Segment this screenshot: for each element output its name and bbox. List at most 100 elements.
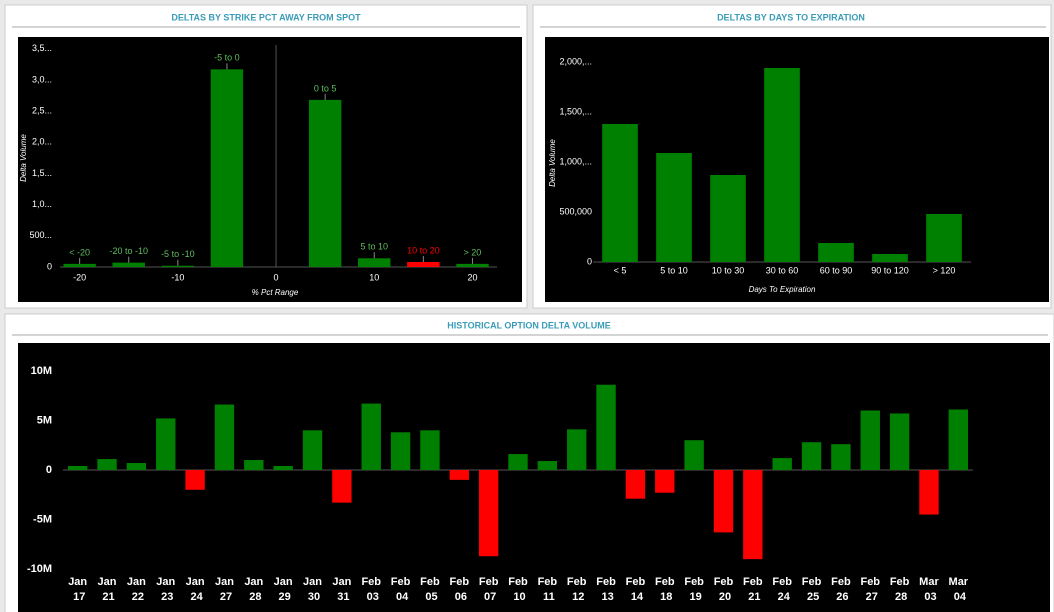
y-tick-label: -10M <box>27 563 52 575</box>
bar <box>156 418 176 470</box>
y-tick-label: 0 <box>46 464 52 476</box>
y-tick-label: 2,0... <box>32 137 52 147</box>
bar <box>655 469 675 493</box>
x-tick-label: Feb 04 <box>391 576 411 603</box>
bar <box>449 469 469 480</box>
bar-label: 5 to 10 <box>360 242 388 252</box>
bar <box>656 153 692 262</box>
bar-label: < -20 <box>69 247 90 257</box>
x-axis-title: Days To Expiration <box>749 285 816 294</box>
bar <box>772 458 792 470</box>
bar <box>801 442 822 470</box>
y-tick-label: 1,0... <box>32 199 52 209</box>
bar <box>390 432 411 470</box>
y-tick-label: 0 <box>47 261 52 271</box>
x-tick-label: Jan 22 <box>127 576 146 603</box>
x-tick-label: Feb 18 <box>655 576 675 603</box>
y-tick-label: 1,5... <box>32 168 52 178</box>
x-tick-label: Jan 17 <box>68 576 87 603</box>
bar <box>764 68 800 262</box>
y-tick-label: -5M <box>33 513 52 525</box>
bar-label: -5 to -10 <box>161 249 195 259</box>
x-tick-label: Jan 28 <box>244 576 263 603</box>
x-tick-label: -20 <box>73 272 86 282</box>
bar <box>478 469 499 557</box>
bar <box>596 384 616 470</box>
bar-label: -5 to 0 <box>214 53 240 63</box>
y-tick-label: 2,5... <box>32 105 52 115</box>
x-tick-label: Jan 24 <box>186 576 205 603</box>
bar <box>67 465 88 470</box>
bar <box>889 413 910 470</box>
y-tick-label: 10M <box>31 365 52 377</box>
x-tick-label: Mar 03 <box>919 576 939 603</box>
x-tick-label: Feb 13 <box>596 576 616 603</box>
bar <box>63 263 96 267</box>
bar <box>713 469 734 533</box>
bar <box>860 410 880 470</box>
bar <box>112 262 145 267</box>
bar <box>919 469 939 515</box>
bar <box>537 461 558 470</box>
bar <box>743 469 763 560</box>
y-tick-label: 3,5... <box>32 43 52 53</box>
x-tick-label: Feb 06 <box>450 576 470 603</box>
x-axis-title: % Pct Range <box>252 288 299 297</box>
bar-label: > 20 <box>464 247 482 257</box>
x-tick-label: 60 to 90 <box>820 265 853 275</box>
y-tick-label: 500,000 <box>559 206 592 216</box>
y-tick-label: 5M <box>37 414 52 426</box>
x-tick-label: -10 <box>171 272 184 282</box>
x-tick-label: Jan 30 <box>303 576 322 603</box>
x-tick-label: Feb 28 <box>890 576 910 603</box>
y-tick-label: 0 <box>587 256 592 266</box>
bar <box>332 469 352 503</box>
bar <box>567 429 587 470</box>
bar <box>508 454 528 470</box>
x-tick-label: Jan 21 <box>98 576 117 603</box>
bar-label: 0 to 5 <box>314 83 337 93</box>
bar-label: -20 to -10 <box>109 246 148 256</box>
chart-title: DELTAS BY DAYS TO EXPIRATION <box>717 12 865 22</box>
y-axis-title: Delta Volume <box>19 134 28 182</box>
bar <box>214 404 235 470</box>
y-tick-label: 3,0... <box>32 74 52 84</box>
x-tick-label: 5 to 10 <box>660 265 688 275</box>
x-tick-label: Feb 05 <box>420 576 440 603</box>
x-tick-label: 90 to 120 <box>871 265 909 275</box>
x-tick-label: Jan 27 <box>215 576 234 603</box>
x-tick-label: 0 <box>274 272 279 282</box>
y-tick-label: 500... <box>29 230 52 240</box>
bar <box>97 459 117 470</box>
x-tick-label: 20 <box>467 272 477 282</box>
bar <box>420 430 440 470</box>
x-tick-label: Feb 11 <box>538 576 558 603</box>
plot-background <box>18 37 522 302</box>
x-tick-label: > 120 <box>933 265 956 275</box>
chart-title: DELTAS BY STRIKE PCT AWAY FROM SPOT <box>171 12 361 22</box>
bar <box>818 243 854 262</box>
x-tick-label: Feb 25 <box>802 576 822 603</box>
x-tick-label: Feb 27 <box>860 576 880 603</box>
bar <box>126 463 147 470</box>
x-tick-label: < 5 <box>614 265 627 275</box>
x-tick-label: Feb 20 <box>714 576 734 603</box>
x-tick-label: Feb 21 <box>743 576 763 603</box>
x-tick-label: Jan 23 <box>156 576 175 603</box>
y-tick-label: 2,000,... <box>559 56 592 66</box>
x-tick-label: Jan 29 <box>274 576 293 603</box>
x-tick-label: Feb 26 <box>831 576 851 603</box>
x-tick-label: Mar 04 <box>949 576 969 603</box>
bar <box>302 430 323 470</box>
x-tick-label: 10 to 30 <box>712 265 745 275</box>
x-tick-label: Feb 12 <box>567 576 587 603</box>
y-tick-label: 1,500,... <box>559 106 592 116</box>
x-tick-label: Feb 03 <box>361 576 381 603</box>
bar <box>684 440 704 470</box>
bar-label: 10 to 20 <box>407 245 440 255</box>
bar <box>161 265 195 267</box>
x-tick-label: Feb 10 <box>508 576 528 603</box>
bar <box>926 214 962 262</box>
bar <box>210 69 244 267</box>
